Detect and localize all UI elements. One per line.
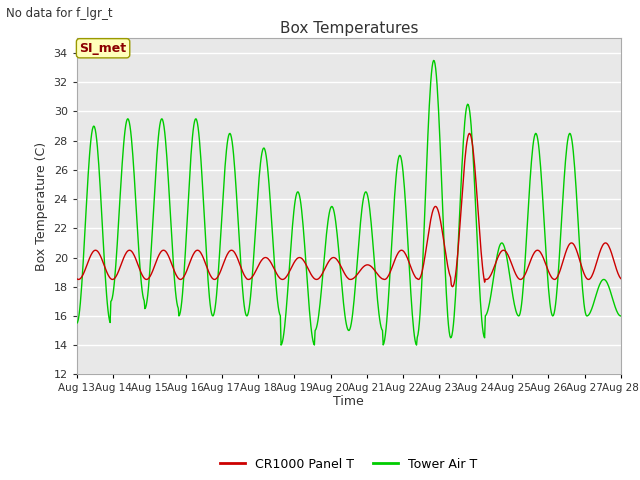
Y-axis label: Box Temperature (C): Box Temperature (C) (35, 142, 48, 271)
Text: No data for f_lgr_t: No data for f_lgr_t (6, 7, 113, 20)
Title: Box Temperatures: Box Temperatures (280, 21, 418, 36)
Text: SI_met: SI_met (79, 42, 127, 55)
X-axis label: Time: Time (333, 395, 364, 408)
Legend: CR1000 Panel T, Tower Air T: CR1000 Panel T, Tower Air T (215, 453, 483, 476)
